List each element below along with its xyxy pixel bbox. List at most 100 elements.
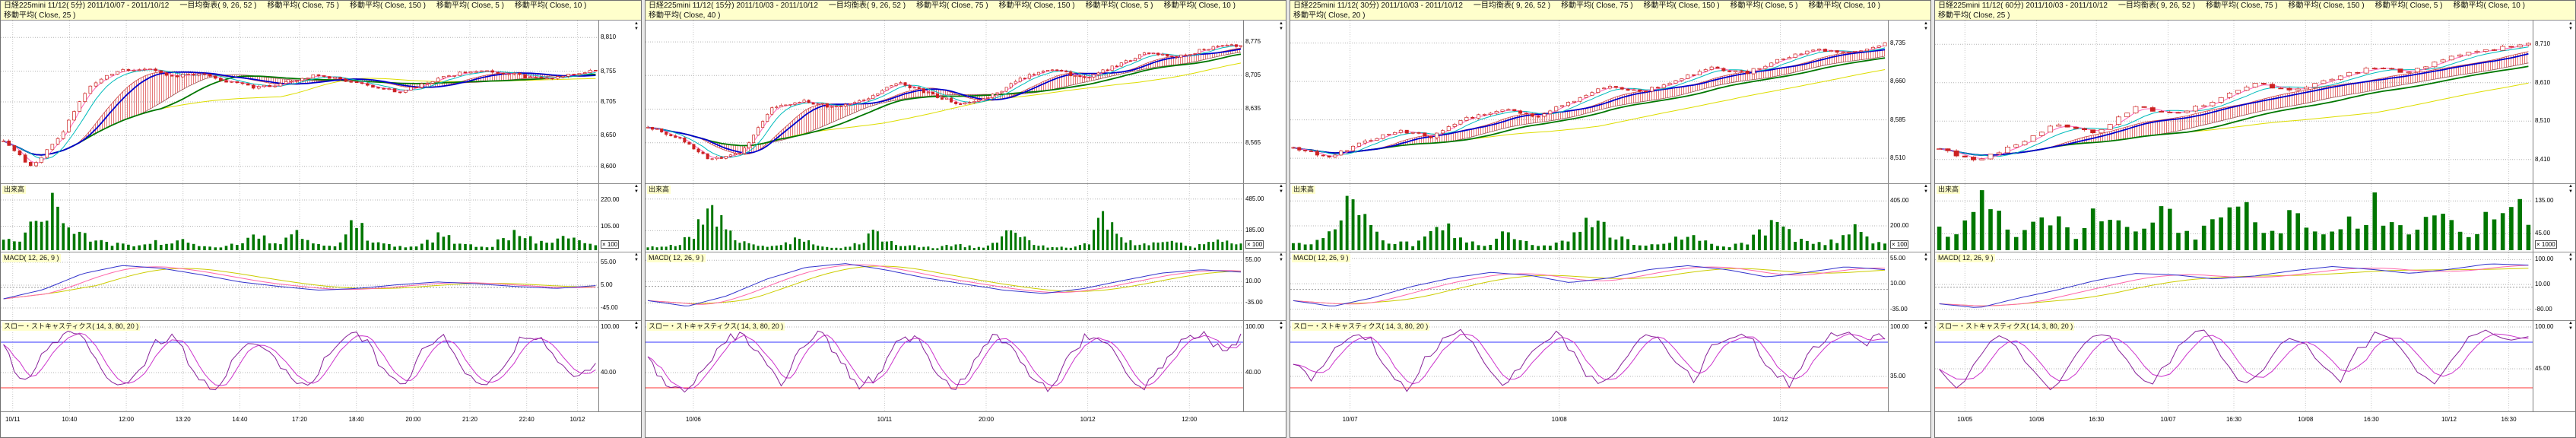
volume-unit-box: × 100 [1890, 240, 1909, 249]
macd-scale-down-button[interactable]: ▼ [1924, 258, 1928, 262]
time-axis-label: 10/06 [685, 416, 701, 423]
indicator-label: 移動平均( Close, 25 ) [4, 11, 76, 20]
macd-scale-up-button[interactable]: ▲ [2568, 252, 2573, 257]
volume-axis-tick: 220.00 [601, 196, 620, 203]
stochastics-canvas[interactable] [1290, 321, 1930, 411]
volume-canvas[interactable] [1290, 184, 1930, 252]
stochastics-axis-tick: 100.00 [1890, 323, 1909, 330]
volume-axis-tick: 135.00 [2535, 197, 2554, 205]
time-axis-label: 10/05 [1957, 416, 1973, 423]
volume-section: 出来高 × 100 220.00 105.00 [1, 183, 641, 252]
indicator-label: 移動平均( Close, 10 ) [2453, 2, 2525, 10]
stochastics-axis-tick: 45.00 [2535, 365, 2551, 372]
price-chart-canvas[interactable] [646, 21, 1286, 183]
price-scale-up-button[interactable]: ▲ [634, 21, 639, 26]
stochastics-scale-down-button[interactable]: ▼ [2568, 326, 2573, 331]
volume-scale-down-button[interactable]: ▼ [1279, 189, 1283, 194]
macd-scale-up-button[interactable]: ▲ [634, 252, 639, 257]
scale-arrow-strip: ▲ ▼ ▲ ▼ ▲ ▼ ▲ ▼ [1921, 1, 1930, 437]
macd-scale-down-button[interactable]: ▼ [1279, 258, 1283, 262]
price-axis-tick: 8,705 [601, 98, 617, 105]
volume-scale-down-button[interactable]: ▼ [634, 189, 639, 194]
macd-section: MACD( 12, 26, 9 ) 100.00 10.00 -80.00 [1935, 252, 2575, 320]
macd-axis-tick: 10.00 [1890, 280, 1906, 287]
macd-canvas[interactable] [1, 252, 641, 320]
time-axis-label: 10/11 [5, 416, 21, 423]
stochastics-canvas[interactable] [646, 321, 1286, 411]
stochastics-canvas[interactable] [1, 321, 641, 411]
stochastics-scale-up-button[interactable]: ▲ [1279, 321, 1283, 325]
stochastics-scale-up-button[interactable]: ▲ [2568, 321, 2573, 325]
volume-canvas[interactable] [1935, 184, 2575, 252]
time-axis-label: 10/12 [1772, 416, 1788, 423]
macd-section: MACD( 12, 26, 9 ) 55.00 10.00 -35.00 [1290, 252, 1930, 320]
volume-section: 出来高 × 1000 135.00 45.00 [1935, 183, 2575, 252]
indicator-label: 移動平均( Close, 10 ) [1808, 2, 1880, 10]
indicator-label: 移動平均( Close, 40 ) [649, 11, 721, 20]
time-axis: 10/07 10/08 10/12 [1290, 411, 1930, 428]
macd-scale-down-button[interactable]: ▼ [2568, 258, 2573, 262]
time-axis-label: 22:40 [519, 416, 535, 423]
price-chart-canvas[interactable] [1935, 21, 2575, 183]
stochastics-canvas[interactable] [1935, 321, 2575, 411]
volume-axis-tick: 485.00 [1245, 195, 1264, 202]
stochastics-scale-down-button[interactable]: ▼ [634, 326, 639, 331]
volume-axis-tick: 105.00 [601, 222, 620, 230]
volume-unit-box: × 100 [1245, 240, 1264, 249]
time-axis-label: 10/11 [877, 416, 893, 423]
price-chart-section: 8,735 8,660 8,585 8,510 [1290, 21, 1930, 183]
price-axis-tick: 8,710 [2535, 40, 2551, 48]
time-axis: 10/11 10:40 12:00 13:20 14:40 17:20 18:40 20:00… [1, 411, 641, 428]
price-scale-down-button[interactable]: ▼ [1924, 27, 1928, 31]
time-axis-label: 10/12 [2441, 416, 2457, 423]
price-axis-tick: 8,660 [1890, 78, 1906, 85]
price-axis-tick: 8,410 [2535, 155, 2551, 163]
scale-arrow-strip: ▲ ▼ ▲ ▼ ▲ ▼ ▲ ▼ [2566, 1, 2575, 437]
price-axis-tick: 8,635 [1245, 105, 1261, 113]
time-axis-label: 10/08 [2298, 416, 2314, 423]
price-scale-down-button[interactable]: ▼ [634, 27, 639, 31]
volume-canvas[interactable] [1, 184, 641, 252]
price-scale-up-button[interactable]: ▲ [1924, 21, 1928, 26]
volume-scale-down-button[interactable]: ▼ [1924, 189, 1928, 194]
chart-panel: 日経225mini 11/12( 5分) 2011/10/07 - 2011/1… [0, 0, 642, 438]
macd-canvas[interactable] [1935, 252, 2575, 320]
price-axis-tick: 8,735 [1890, 39, 1906, 46]
macd-axis-tick: 55.00 [601, 259, 617, 265]
macd-canvas[interactable] [1290, 252, 1930, 320]
time-axis-label: 20:00 [405, 416, 421, 423]
price-chart-canvas[interactable] [1, 21, 641, 183]
price-scale-down-button[interactable]: ▼ [2568, 27, 2573, 31]
stochastics-axis-tick: 100.00 [2535, 323, 2554, 330]
volume-scale-down-button[interactable]: ▼ [2568, 189, 2573, 194]
volume-unit-box: × 1000 [2535, 240, 2557, 249]
volume-scale-up-button[interactable]: ▲ [1279, 184, 1283, 189]
price-scale-down-button[interactable]: ▼ [1279, 27, 1283, 31]
volume-scale-up-button[interactable]: ▲ [634, 184, 639, 189]
time-axis: 10/06 10/11 20:00 10/12 12:00 [646, 411, 1286, 428]
macd-scale-up-button[interactable]: ▲ [1279, 252, 1283, 257]
price-axis-tick: 8,510 [2535, 117, 2551, 125]
stochastics-section: スロー・ストキャスティクス( 14, 3, 80, 20 ) 100.00 45.… [1935, 320, 2575, 411]
volume-axis-tick: 405.00 [1890, 197, 1909, 205]
price-scale-up-button[interactable]: ▲ [1279, 21, 1283, 26]
macd-axis-tick: 5.00 [601, 281, 613, 288]
time-axis-label: 10/07 [1342, 416, 1358, 423]
stochastics-scale-down-button[interactable]: ▼ [1279, 326, 1283, 331]
time-axis-label: 16:30 [2363, 416, 2379, 423]
stochastics-scale-down-button[interactable]: ▼ [1924, 326, 1928, 331]
macd-scale-up-button[interactable]: ▲ [1924, 252, 1928, 257]
macd-canvas[interactable] [646, 252, 1286, 320]
stochastics-scale-up-button[interactable]: ▲ [1924, 321, 1928, 325]
indicator-label: 一目均衡表( 9, 26, 52 ) [2118, 2, 2196, 10]
stochastics-scale-up-button[interactable]: ▲ [634, 321, 639, 325]
price-chart-canvas[interactable] [1290, 21, 1930, 183]
indicator-label: 移動平均( Close, 20 ) [1293, 11, 1366, 20]
volume-section: 出来高 × 100 405.00 200.00 [1290, 183, 1930, 252]
volume-scale-up-button[interactable]: ▲ [1924, 184, 1928, 189]
volume-scale-up-button[interactable]: ▲ [2568, 184, 2573, 189]
macd-scale-down-button[interactable]: ▼ [634, 258, 639, 262]
volume-canvas[interactable] [646, 184, 1286, 252]
time-axis-label: 14:40 [232, 416, 248, 423]
price-scale-up-button[interactable]: ▲ [2568, 21, 2573, 26]
